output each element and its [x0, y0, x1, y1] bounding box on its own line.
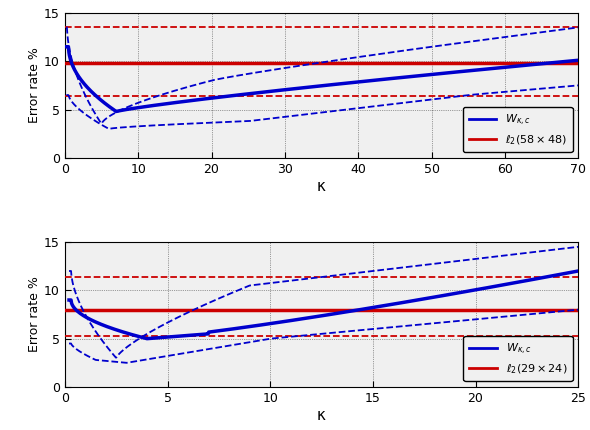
- Y-axis label: Error rate %: Error rate %: [28, 47, 41, 123]
- Legend: $W_{\kappa,c}$, $\ell_2(29 \times 24)$: $W_{\kappa,c}$, $\ell_2(29 \times 24)$: [463, 336, 573, 381]
- X-axis label: κ: κ: [317, 178, 326, 194]
- Legend: $W_{\kappa,c}$, $\ell_2(58 \times 48)$: $W_{\kappa,c}$, $\ell_2(58 \times 48)$: [463, 107, 573, 152]
- X-axis label: κ: κ: [317, 408, 326, 423]
- Y-axis label: Error rate %: Error rate %: [28, 276, 41, 353]
